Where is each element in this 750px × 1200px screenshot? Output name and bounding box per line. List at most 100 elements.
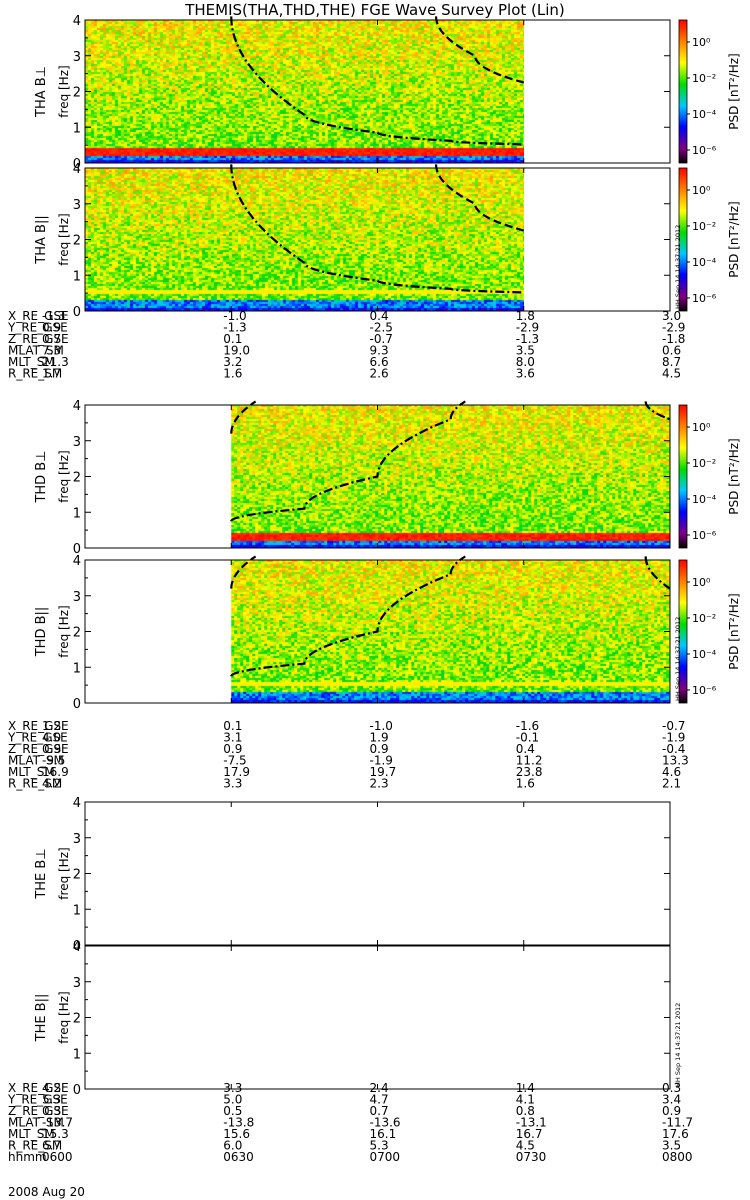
- colorbar-label: PSD [nT²/Hz]: [727, 53, 741, 129]
- ephemeris-row-label: Z_RE_GSE: [8, 332, 69, 346]
- ephemeris-row-label: Y_RE_GSE: [7, 1093, 68, 1107]
- ephemeris-value: 0.1: [223, 332, 242, 346]
- ephemeris-row-label: R_RE_SM: [8, 367, 62, 381]
- gyrofrequency-curve: [230, 400, 257, 434]
- ephemeris-value: -7.5: [223, 754, 246, 768]
- gyrofrequency-curve: [230, 555, 466, 677]
- ephemeris-value: 0800: [662, 1150, 693, 1164]
- ephemeris-value: -0.7: [662, 719, 685, 733]
- y-tick-label: 1: [73, 269, 81, 284]
- ephemeris-value: -13.6: [370, 1116, 401, 1130]
- colorbar-tick-label: 10⁻⁴: [692, 256, 717, 269]
- colorbar: [678, 404, 688, 549]
- y-tick-label: 4: [73, 399, 81, 414]
- date-label: 2008 Aug 20: [8, 1185, 85, 1199]
- ephemeris-value: 1.6: [516, 777, 535, 791]
- ephemeris-row-label: R_RE_SM: [8, 777, 62, 791]
- colorbar-tick-label: 10⁰: [692, 36, 711, 49]
- ephemeris-value: 6.7: [42, 1139, 61, 1153]
- ephemeris-value: 4.5: [662, 367, 681, 381]
- ephemeris-value: -0.1: [516, 731, 539, 745]
- ephemeris-row-label: Z_RE_GSE: [8, 742, 69, 756]
- print-stamp: HH Sep 14 14:37:21 2012: [674, 1003, 682, 1087]
- ephemeris-value: 19.7: [370, 765, 397, 779]
- y-tick-label: 0: [73, 1083, 81, 1098]
- ephemeris-value: 15.3: [42, 1127, 69, 1141]
- ephemeris-value: -13.7: [42, 1116, 73, 1130]
- ephemeris-value: 2.1: [662, 777, 681, 791]
- ephemeris-value: 16.9: [42, 765, 69, 779]
- panel-label: THE B||: [34, 994, 49, 1043]
- colorbar-tick-label: 10⁻²: [692, 612, 716, 625]
- colorbar-label: PSD [nT²/Hz]: [727, 593, 741, 669]
- y-tick-label: 1: [73, 121, 81, 136]
- y-tick-label: 0: [73, 542, 81, 557]
- colorbar-tick-label: 10⁰: [692, 576, 711, 589]
- ephemeris-value: 2.3: [370, 777, 389, 791]
- ephemeris-value: 0.8: [516, 1104, 535, 1118]
- ephemeris-value: 3.0: [662, 309, 681, 323]
- y-tick-label: 0: [73, 305, 81, 320]
- print-stamp: HH Sep 14 14:37:21 2012: [674, 617, 682, 701]
- ephemeris-value: -1.8: [662, 332, 685, 346]
- spectrogram-image: [85, 168, 524, 311]
- y-tick-label: 3: [73, 198, 81, 213]
- y-tick-label: 1: [73, 903, 81, 918]
- colorbar-tick-label: 10⁻⁴: [692, 493, 717, 506]
- y-tick-label: 1: [73, 506, 81, 521]
- ephemeris-value: 6.0: [223, 1139, 242, 1153]
- y-tick-label: 2: [73, 1012, 81, 1027]
- y-axis-unit: freq [Hz]: [57, 991, 71, 1043]
- panel-frame: [84, 801, 671, 946]
- ephemeris-row-label: Y_RE_GSE: [7, 731, 68, 745]
- colorbar-tick-label: 10⁻⁴: [692, 108, 717, 121]
- panel-the-bpar: 0 1 2 3 4 THE B|| freq [Hz] HH Sep 14 14:37:21 …: [34, 940, 682, 1098]
- ephemeris-value: 3.3: [223, 777, 242, 791]
- colorbar-tick-label: 10⁻⁶: [692, 292, 717, 305]
- ephemeris-value: -0.7: [370, 332, 393, 346]
- ephemeris-value: 0.9: [42, 321, 61, 335]
- y-axis-unit: freq [Hz]: [57, 847, 71, 899]
- gyrofrequency-curve: [644, 401, 671, 421]
- panel-label: THE B⊥: [34, 848, 49, 899]
- ephemeris-value: 1.8: [516, 309, 535, 323]
- spectrogram-image: [231, 405, 671, 548]
- ephemeris-value: 3.5: [662, 1139, 681, 1153]
- ephemeris-row-label: MLT_SM: [8, 765, 55, 779]
- colorbar: [678, 559, 688, 704]
- spectrogram-image: [231, 560, 671, 703]
- panel-label: THA B⊥: [34, 66, 49, 118]
- ephemeris-value: 0.4: [516, 742, 535, 756]
- ephemeris-value: -1.3: [516, 332, 539, 346]
- gyrofrequency-curve: [230, 400, 466, 522]
- ephemeris-value: 3.1: [223, 731, 242, 745]
- ephemeris-value: 0.9: [42, 742, 61, 756]
- panel-the-bperp: 0 1 2 3 4 THE B⊥ freq [Hz]: [34, 796, 671, 954]
- panel-tha-bpar: 0 1 2 3 4 THA B|| freq [Hz] 10⁰ 10⁻² 10⁻⁴ 10⁻⁶ PSD …: [34, 162, 741, 320]
- panel-thd-bpar: 0 1 2 3 4 THD B|| freq [Hz] 10⁰ 10⁻² 10⁻⁴ 10⁻⁶ PSD …: [34, 554, 741, 712]
- ephemeris-value: 0.4: [370, 309, 389, 323]
- ephemeris-row-label: MLAT_SM: [8, 1116, 64, 1130]
- panel-tha-bperp: 0 1 2 3 4 THA B⊥ freq [Hz] 10⁰ 10⁻² 10⁻⁴ 10⁻⁶ PSD […: [34, 14, 741, 172]
- ephemeris-value: 0.6: [662, 344, 681, 358]
- colorbar: [678, 19, 688, 164]
- colorbar-tick-label: 10⁰: [692, 421, 711, 434]
- ephemeris-value: 16.7: [516, 1127, 543, 1141]
- panel-label: THA B||: [34, 215, 49, 264]
- colorbar-tick-label: 10⁻⁶: [692, 684, 717, 697]
- ephemeris-value: -13.8: [223, 1116, 254, 1130]
- ephemeris-value: -1.0: [370, 719, 393, 733]
- spectrogram-panels: 0 1 2 3 4 THA B⊥ freq [Hz] 10⁰ 10⁻² 10⁻⁴ 10⁻⁶ PSD […: [34, 14, 741, 1098]
- colorbar-label: PSD [nT²/Hz]: [727, 438, 741, 514]
- colorbar-label: PSD [nT²/Hz]: [727, 201, 741, 277]
- ephemeris-value: -2.5: [370, 321, 393, 335]
- ephemeris-value: 0.9: [370, 742, 389, 756]
- y-tick-label: 0: [73, 697, 81, 712]
- ephemeris-row-label: R_RE_SM: [8, 1139, 62, 1153]
- ephemeris-value: 13.3: [662, 754, 689, 768]
- ephemeris-value: 2.6: [370, 367, 389, 381]
